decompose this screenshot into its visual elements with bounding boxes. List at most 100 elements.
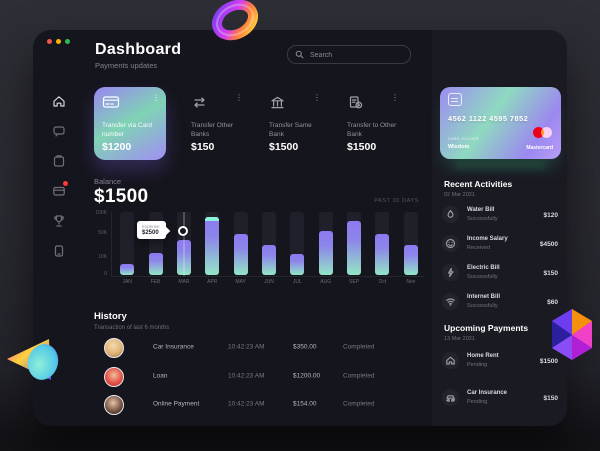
y-axis-tick: 0 <box>104 271 107 277</box>
tooltip-value: $2500 <box>142 230 159 236</box>
activity-status: Successfully <box>467 216 498 222</box>
page-subtitle: Payments updates <box>95 61 158 70</box>
payment-amount: $150 <box>543 395 558 402</box>
sidebar-item-home[interactable] <box>51 93 67 109</box>
activity-name: Water Bill <box>467 207 495 213</box>
search-icon <box>295 50 304 59</box>
chart-month-label: AUG <box>320 279 332 285</box>
upcoming-payment-item[interactable]: Car Insurance Pending $150 <box>440 386 560 410</box>
window-minimize-button[interactable] <box>56 39 61 44</box>
search-bar[interactable] <box>287 45 411 65</box>
payment-status: Pending <box>467 362 488 368</box>
wifi-icon <box>446 298 455 306</box>
window-close-button[interactable] <box>47 39 52 44</box>
credit-card[interactable]: 4562 1122 4595 7852 Card Holder Wisdom M… <box>440 87 561 159</box>
credit-card-icon <box>102 96 120 108</box>
salary-icon <box>445 238 456 249</box>
activity-name: Internet Bill <box>467 294 501 300</box>
recent-activities-date: 02 Mar 2021 <box>444 192 475 198</box>
chart-bar[interactable] <box>113 210 141 276</box>
chart-bar[interactable] <box>397 210 425 276</box>
transaction-amount: $350.00 <box>293 343 317 351</box>
sidebar-item-reports[interactable] <box>51 243 67 259</box>
activity-amount: $150 <box>543 270 558 277</box>
tooltip-guide-line <box>183 212 185 276</box>
activity-status: Successfully <box>467 274 498 280</box>
chart-bar[interactable] <box>255 210 283 276</box>
y-axis-tick: 100K <box>95 210 107 216</box>
transfer-card-via-card-number[interactable]: ⋮ Transfer via Card number $1200 <box>94 87 166 160</box>
activity-status: Received <box>467 245 490 251</box>
clipboard-icon <box>53 155 65 167</box>
avatar <box>104 395 124 415</box>
transaction-status: Completed <box>343 372 375 380</box>
chart-month-label: JUL <box>292 279 302 285</box>
card-brand: Mastercard <box>526 145 553 151</box>
tooltip-label: Expense <box>142 224 160 229</box>
payment-status: Pending <box>467 399 488 405</box>
upcoming-payment-item[interactable]: Home Rent Pending $1500 <box>440 349 560 373</box>
card-holder-name: Wisdom <box>448 144 470 150</box>
water-drop-icon <box>447 210 454 218</box>
chart-bar[interactable] <box>312 210 340 276</box>
chart-month-label: SEP <box>349 279 360 285</box>
activity-item[interactable]: Income Salary Received $4500 <box>440 232 560 256</box>
chart-bar[interactable] <box>141 210 169 276</box>
transaction-status: Completed <box>343 343 375 351</box>
sidebar-item-rewards[interactable] <box>51 213 67 229</box>
x-axis-line <box>111 276 425 277</box>
transfer-card-label: Transfer to Other Bank <box>347 122 397 138</box>
transfer-card-amount: $1500 <box>269 141 299 153</box>
search-input[interactable] <box>308 46 408 65</box>
chart-bar[interactable] <box>368 210 396 276</box>
activity-item[interactable]: Water Bill Successfully $120 <box>440 203 560 227</box>
lightning-icon <box>448 267 454 278</box>
activity-name: Income Salary <box>467 236 508 242</box>
history-row[interactable]: Car Insurance 10:42:23 AM $350.00 Comple… <box>94 334 426 360</box>
transfer-arrows-icon <box>194 97 205 108</box>
sidebar-item-orders[interactable] <box>51 153 67 169</box>
transfer-card-other-banks[interactable]: ⋮ Transfer Other Banks $150 <box>183 87 245 160</box>
history-row[interactable]: Loan 10:42:23 AM $1200.00 Completed <box>94 363 426 389</box>
sidebar-item-messages[interactable] <box>51 123 67 139</box>
transfer-card-same-bank[interactable]: ⋮ Transfer Same Bank $1500 <box>261 87 323 160</box>
chart-month-label: Nov <box>406 279 416 285</box>
chart-month-label: MAY <box>235 279 246 285</box>
chart-bar[interactable] <box>283 210 311 276</box>
chart-bar[interactable] <box>198 210 226 276</box>
dashboard-window: Dashboard Payments updates ⋮ Transfer vi… <box>33 30 567 426</box>
receipt-clock-icon <box>349 96 363 109</box>
history-row[interactable]: Online Payment 10:42:23 AM $154.00 Compl… <box>94 391 426 417</box>
chart-month-label: MAR <box>178 279 190 285</box>
balance-bar-chart: 100K 50K 10K 0 JAN FEB MAR APR MAY JUN JUL AUG S… <box>93 210 427 288</box>
card-chip-icon <box>448 93 462 106</box>
car-icon <box>446 395 455 402</box>
sidebar-item-payments[interactable] <box>51 181 68 199</box>
transaction-amount: $154.00 <box>293 400 317 408</box>
transfer-card-to-other-bank[interactable]: ⋮ Transfer to Other Bank $1500 <box>339 87 401 160</box>
card-menu-button[interactable]: ⋮ <box>313 93 321 102</box>
transfer-card-label: Transfer via Card number <box>102 122 152 138</box>
window-zoom-button[interactable] <box>65 39 70 44</box>
balance-amount: $1500 <box>94 186 149 207</box>
activity-item[interactable]: Electric Bill Successfully $150 <box>440 261 560 285</box>
recent-activities-title: Recent Activities <box>444 179 513 189</box>
report-icon <box>54 245 64 257</box>
activity-item[interactable]: Internet Bill Successfully $60 <box>440 290 560 314</box>
chart-bar[interactable] <box>340 210 368 276</box>
card-menu-button[interactable]: ⋮ <box>235 93 243 102</box>
home-icon <box>446 356 455 365</box>
bank-icon <box>271 96 284 109</box>
chart-month-label: APR <box>207 279 218 285</box>
balance-label: Balance <box>94 177 122 186</box>
transaction-status: Completed <box>343 400 375 408</box>
payment-name: Home Rent <box>467 353 499 359</box>
transaction-name: Online Payment <box>153 400 200 408</box>
chart-month-label: FEB <box>150 279 161 285</box>
bar-chart-months: JAN FEB MAR APR MAY JUN JUL AUG SEP Oct Nov <box>113 279 425 285</box>
history-title: History <box>94 311 127 322</box>
card-menu-button[interactable]: ⋮ <box>391 93 399 102</box>
card-menu-button[interactable]: ⋮ <box>152 93 160 102</box>
chart-bar[interactable] <box>226 210 254 276</box>
tooltip-marker <box>178 226 188 236</box>
